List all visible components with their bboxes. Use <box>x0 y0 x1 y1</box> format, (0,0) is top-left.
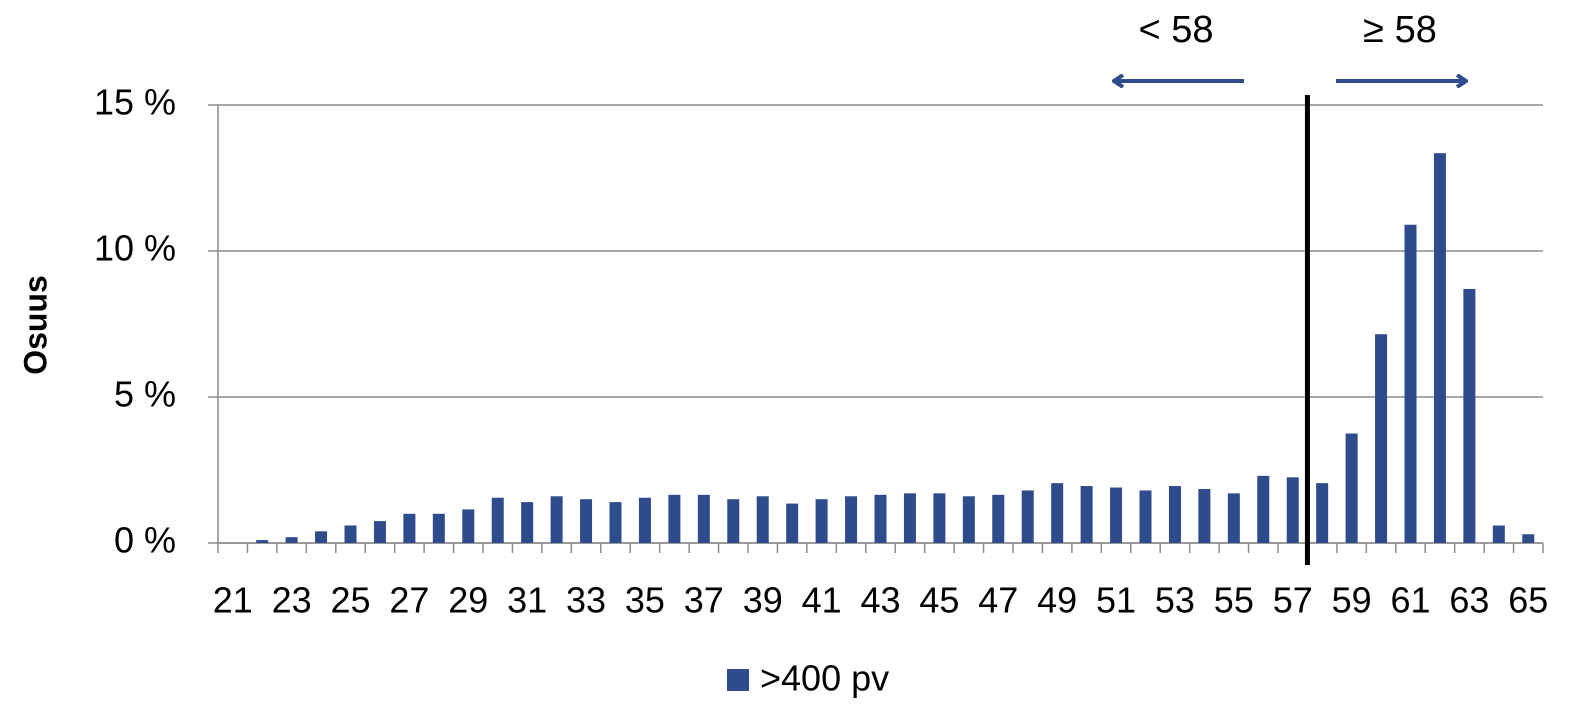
x-tick-label: 27 <box>389 580 429 621</box>
bar <box>933 493 946 543</box>
bar <box>491 497 504 543</box>
bar <box>1492 525 1505 543</box>
x-tick-label: 33 <box>566 580 606 621</box>
x-tick-label: 57 <box>1273 580 1313 621</box>
bar <box>1286 477 1299 543</box>
bar <box>1316 483 1329 543</box>
legend-label: >400 pv <box>760 658 889 699</box>
bar <box>874 494 887 543</box>
bar <box>786 503 799 543</box>
y-tick-label: 0 % <box>114 520 176 561</box>
legend-swatch <box>727 669 749 691</box>
bar <box>992 494 1005 543</box>
x-tick-label: 47 <box>978 580 1018 621</box>
x-tick-label: 29 <box>448 580 488 621</box>
bar <box>403 513 416 543</box>
bar <box>815 499 828 543</box>
bar <box>373 521 386 543</box>
bar <box>1139 490 1152 543</box>
bar <box>756 496 769 543</box>
x-tick-label: 37 <box>684 580 724 621</box>
bar <box>727 499 740 543</box>
bar <box>1404 224 1417 543</box>
bar <box>845 496 858 543</box>
bar <box>315 531 328 543</box>
bar <box>550 496 563 543</box>
x-tick-label: 39 <box>743 580 783 621</box>
x-tick-label: 35 <box>625 580 665 621</box>
bar <box>344 525 357 543</box>
bar <box>903 493 916 543</box>
y-axis-label: Osuus <box>17 275 53 375</box>
bar <box>1463 288 1476 543</box>
bar <box>1345 433 1358 543</box>
bar <box>521 502 534 543</box>
bar <box>609 502 622 543</box>
x-tick-label: 41 <box>802 580 842 621</box>
x-tick-label: 51 <box>1096 580 1136 621</box>
x-tick-label: 25 <box>330 580 370 621</box>
bar <box>432 513 445 543</box>
x-tick-label: 55 <box>1214 580 1254 621</box>
annotation: < 58 <box>1138 9 1213 51</box>
x-tick-label: 21 <box>213 580 253 621</box>
bar <box>1522 534 1535 543</box>
y-tick-label: 15 % <box>94 82 176 123</box>
x-tick-label: 49 <box>1037 580 1077 621</box>
bar <box>462 509 475 543</box>
bar <box>1433 153 1446 543</box>
x-tick-label: 45 <box>919 580 959 621</box>
x-tick-label: 23 <box>272 580 312 621</box>
x-tick-label: 53 <box>1155 580 1195 621</box>
bar <box>1080 486 1093 543</box>
bar <box>1051 483 1064 543</box>
y-tick-label: 5 % <box>114 374 176 415</box>
bar <box>638 497 651 543</box>
y-tick-label: 10 % <box>94 228 176 269</box>
x-tick-label: 43 <box>860 580 900 621</box>
bar <box>256 540 269 543</box>
x-tick-label: 65 <box>1508 580 1548 621</box>
bar <box>962 496 975 543</box>
annotation: ≥ 58 <box>1363 9 1437 51</box>
x-tick-label: 59 <box>1332 580 1372 621</box>
bar <box>1375 334 1388 543</box>
bar <box>285 537 298 543</box>
x-tick-label: 61 <box>1390 580 1430 621</box>
bar <box>1110 487 1123 543</box>
bar <box>1198 488 1211 543</box>
x-tick-label: 63 <box>1449 580 1489 621</box>
bar <box>1257 475 1270 543</box>
bar <box>697 494 710 543</box>
bar <box>580 499 593 543</box>
bar <box>668 494 681 543</box>
bar <box>1168 486 1181 543</box>
x-tick-label: 31 <box>507 580 547 621</box>
bar <box>1021 490 1034 543</box>
bar <box>1227 493 1240 543</box>
